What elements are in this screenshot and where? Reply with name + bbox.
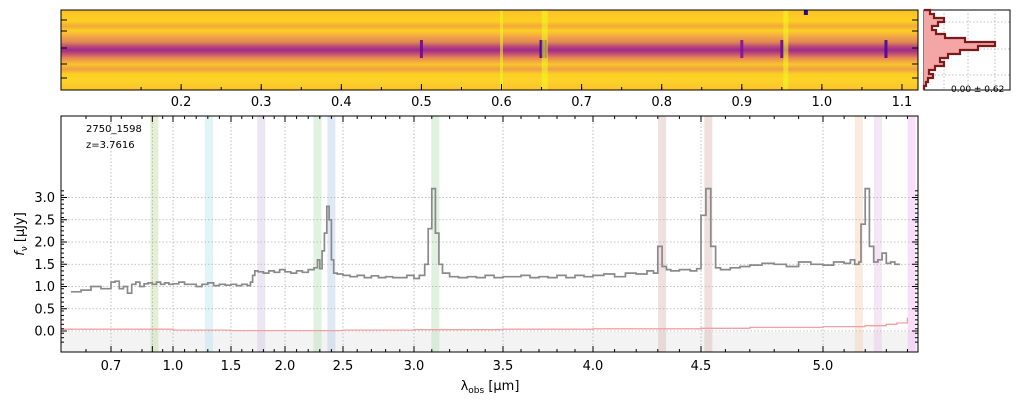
heat-x-tick-label: 0.3 (251, 95, 272, 110)
heat-x-tick-label: 0.2 (171, 95, 192, 110)
series-group (61, 187, 909, 332)
x-axis-label-symbol: λ (461, 379, 469, 394)
y-axis-label-symbol: f (13, 249, 28, 256)
heat-x-tick-label: 0.9 (731, 95, 752, 110)
x-tick-label: 4.0 (583, 359, 604, 374)
2d-dark-spot (803, 10, 808, 15)
2d-spectrum-frame (60, 9, 919, 91)
line-band-6 (658, 116, 667, 352)
spectrum-series-line (71, 187, 900, 295)
2d-bright-column-0 (541, 10, 548, 90)
2d-dark-feature-4 (884, 40, 888, 58)
2d-dark-feature-2 (740, 40, 744, 58)
histogram-annotation: 0.00 ± 0.62 (951, 85, 1004, 95)
line-band-8 (854, 116, 863, 352)
line-band-0 (150, 116, 159, 352)
heat-x-tick-label: 0.5 (411, 95, 432, 110)
y-tick-label: 0.5 (34, 302, 55, 317)
x-axis-label-unit: [μm] (484, 379, 519, 394)
y-tick-label: 2.0 (34, 236, 55, 251)
y-tick-label: 3.0 (34, 191, 55, 206)
x-tick-label: 3.0 (404, 359, 425, 374)
y-tick-label: 1.0 (34, 280, 55, 295)
heat-x-tick-label: 0.7 (571, 95, 592, 110)
x-tick-label: 5.0 (813, 359, 834, 374)
2d-spectrum-features (419, 10, 888, 90)
line-band-1 (204, 116, 213, 352)
2d-dark-feature-3 (780, 40, 784, 58)
x-axis-label-sub: obs (468, 386, 484, 396)
heat-x-tick-label: 1.0 (812, 95, 833, 110)
object-id-label: 2750_1598 (86, 124, 142, 135)
y-axis-label-unit: [μJy] (13, 212, 28, 246)
x-tick-label: 2.5 (333, 359, 354, 374)
x-tick-label: 4.5 (691, 359, 712, 374)
line-band-2 (257, 116, 266, 352)
2d-spectrum-image (61, 10, 918, 90)
x-tick-label: 2.0 (275, 359, 296, 374)
2d-bright-column-1 (783, 10, 789, 90)
x-tick-label: 1.0 (163, 359, 184, 374)
histogram-outline (922, 8, 997, 90)
2d-bright-column-2 (500, 10, 504, 90)
2d-dark-feature-0 (419, 40, 423, 58)
y-axis-label: fν [μJy] (13, 212, 30, 256)
redshift-label: z=3.7616 (86, 140, 135, 151)
line-band-10 (907, 116, 916, 352)
y-tick-label: 1.5 (34, 258, 55, 273)
below-zero-shade (61, 332, 918, 352)
plot-area (61, 116, 918, 352)
heat-x-tick-label: 0.6 (491, 95, 512, 110)
2d-dark-feature-1 (539, 40, 544, 58)
1d-spectrum-panel: 0.7 1.0 1.5 2.0 2.5 3.0 3.5 4.0 4.5 5.0 0.0 0.5 1.0 1… (13, 115, 919, 396)
error-series-line (61, 317, 909, 332)
heat-x-tick-label: 1.1 (892, 95, 913, 110)
histogram-panel: 0.00 ± 0.62 (922, 8, 1011, 95)
x-tick-label: 1.5 (221, 359, 242, 374)
line-band-9 (873, 116, 882, 352)
y-tick-label: 2.5 (34, 213, 55, 228)
x-tick-label: 3.5 (493, 359, 514, 374)
heat-x-tick-label: 0.4 (331, 95, 352, 110)
axis-ticks (61, 116, 918, 352)
x-axis-label: λobs [μm] (461, 379, 520, 396)
plot-frame (60, 115, 919, 353)
y-tick-label: 0.0 (34, 325, 55, 340)
line-band-7 (704, 116, 713, 352)
x-tick-label: 0.7 (101, 359, 122, 374)
line-band-5 (431, 116, 440, 352)
2d-spectrum-panel: 0.2 0.3 0.4 0.5 0.6 0.7 0.8 0.9 1.0 1.1 (60, 9, 919, 110)
2d-spectrum-ticks: 0.2 0.3 0.4 0.5 0.6 0.7 0.8 0.9 1.0 1.1 (61, 19, 918, 110)
heat-x-tick-label: 0.8 (651, 95, 672, 110)
line-band-3 (313, 116, 322, 352)
axis-tick-labels: 0.7 1.0 1.5 2.0 2.5 3.0 3.5 4.0 4.5 5.0 0.0 0.5 1.0 1… (34, 191, 833, 374)
y-axis-label-sub: ν (20, 246, 30, 251)
